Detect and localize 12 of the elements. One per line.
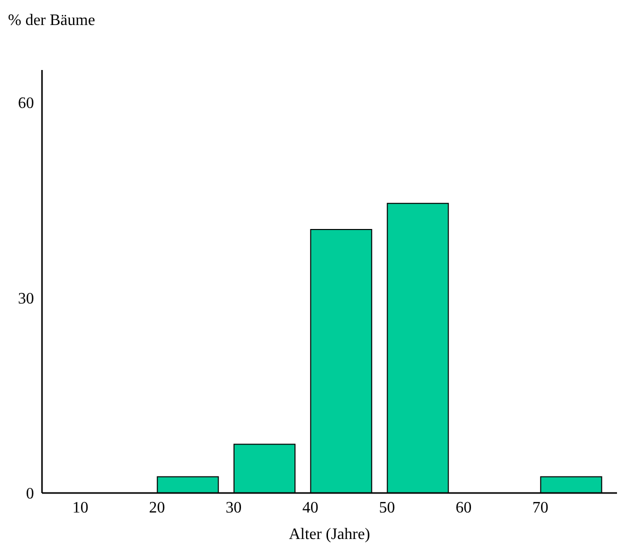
y-tick-label: 60 [18, 95, 34, 112]
x-tick-label: 20 [149, 499, 165, 516]
x-tick-label: 50 [379, 499, 395, 516]
x-tick-label: 40 [302, 499, 318, 516]
y-tick-label: 0 [26, 486, 34, 503]
x-tick-label: 10 [72, 499, 88, 516]
x-tick-label: 60 [456, 499, 472, 516]
y-axis-title: % der Bäume [8, 12, 96, 30]
x-tick-label: 30 [226, 499, 242, 516]
x-tick-label: 70 [532, 499, 548, 516]
y-tick-label: 30 [18, 290, 34, 308]
x-axis-title: Alter (Jahre) [288, 526, 370, 543]
